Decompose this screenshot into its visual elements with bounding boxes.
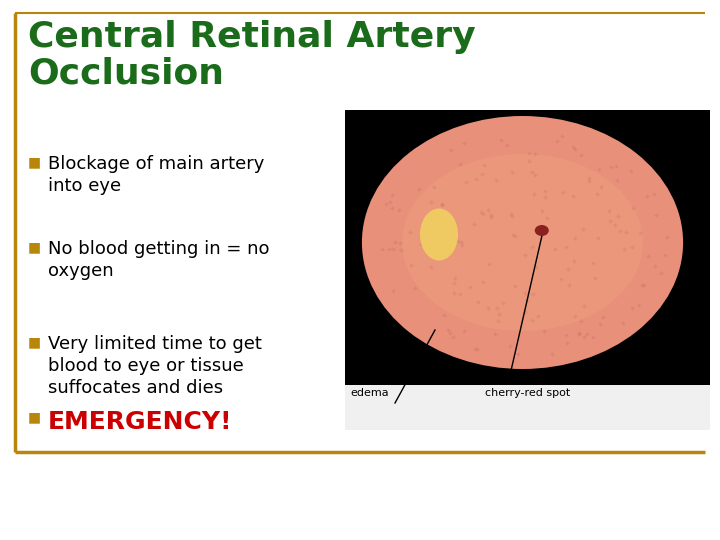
- Ellipse shape: [402, 154, 643, 331]
- Text: ■: ■: [28, 240, 41, 254]
- Text: No blood getting in = no
oxygen: No blood getting in = no oxygen: [48, 240, 269, 280]
- Ellipse shape: [535, 225, 549, 236]
- Ellipse shape: [420, 208, 458, 260]
- Text: Central Retinal Artery
Occlusion: Central Retinal Artery Occlusion: [28, 20, 476, 91]
- Text: cherry-red spot: cherry-red spot: [485, 388, 570, 398]
- Text: ■: ■: [28, 155, 41, 169]
- Text: ■: ■: [28, 410, 41, 424]
- Bar: [345, 385, 710, 430]
- Ellipse shape: [362, 116, 683, 369]
- Text: Blockage of main artery
into eye: Blockage of main artery into eye: [48, 155, 264, 195]
- Text: EMERGENCY!: EMERGENCY!: [48, 410, 233, 434]
- Text: Very limited time to get
blood to eye or tissue
suffocates and dies: Very limited time to get blood to eye or…: [48, 335, 262, 397]
- Bar: [345, 110, 710, 385]
- Text: ■: ■: [28, 335, 41, 349]
- Text: edema: edema: [350, 388, 389, 398]
